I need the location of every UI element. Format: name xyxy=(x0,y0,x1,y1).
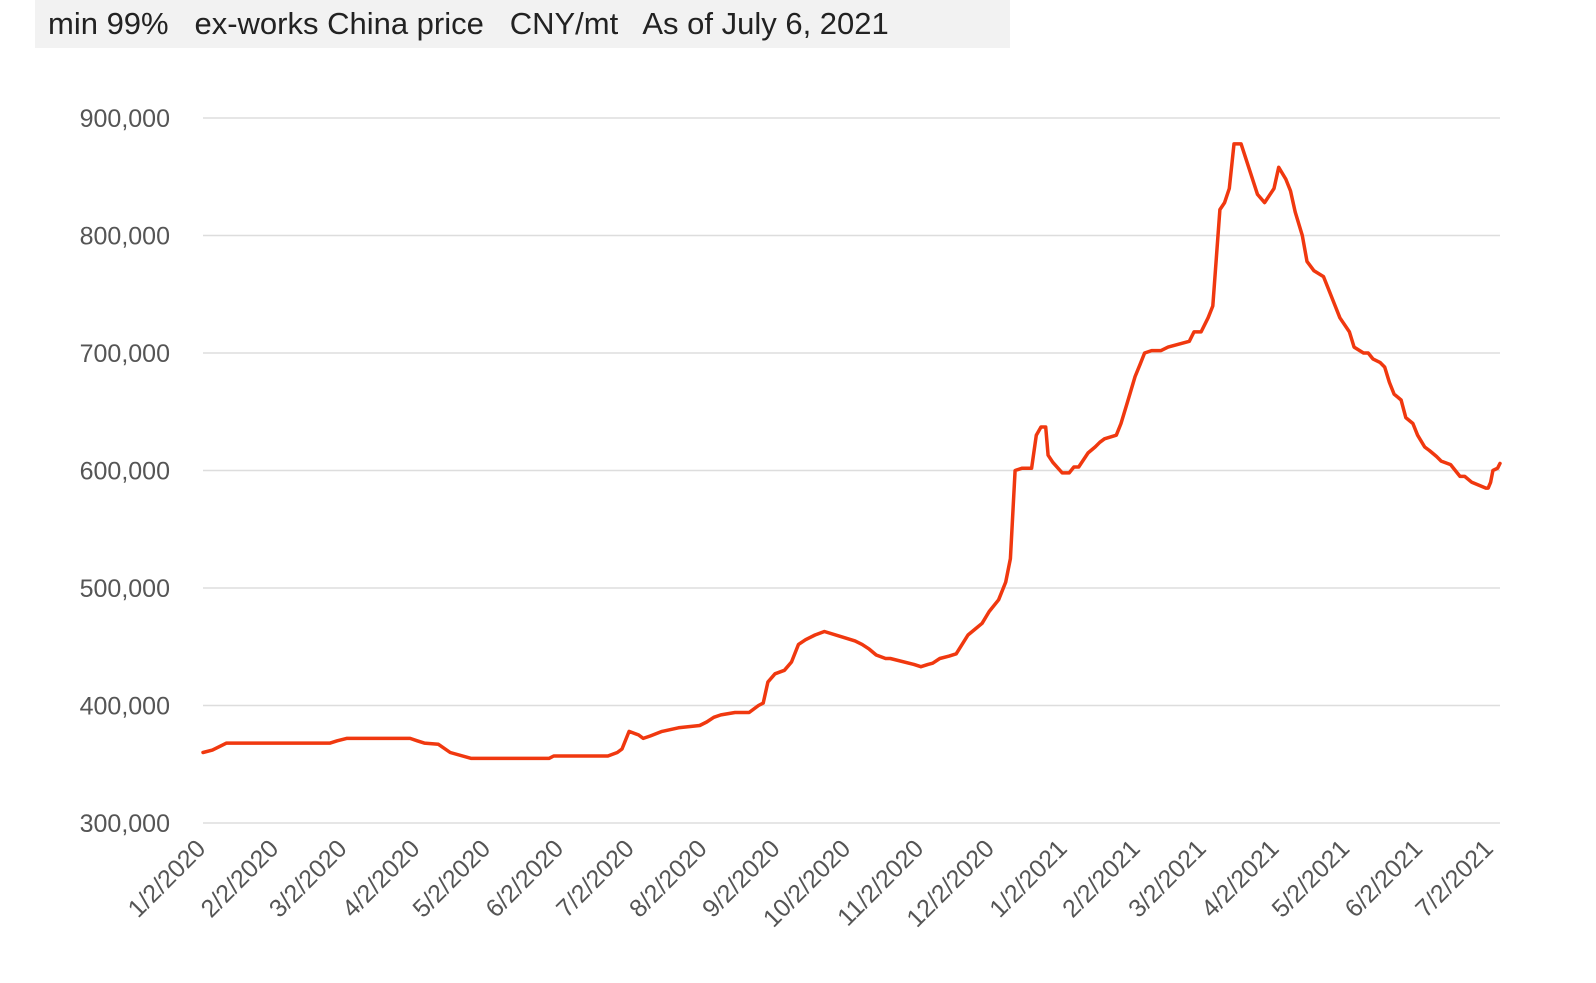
x-tick-label: 1/2/2020 xyxy=(123,834,212,923)
y-tick-label: 300,000 xyxy=(80,810,170,838)
chart-subtitle-box: min 99% ex-works China price CNY/mt As o… xyxy=(35,0,1010,48)
chart-subtitle: min 99% ex-works China price CNY/mt As o… xyxy=(48,6,889,41)
x-tick-label: 4/2/2021 xyxy=(1196,834,1285,923)
y-tick-label: 400,000 xyxy=(80,693,170,721)
y-tick-label: 500,000 xyxy=(80,575,170,603)
x-tick-label: 6/2/2020 xyxy=(480,834,569,923)
price-series-line xyxy=(201,142,1502,761)
y-tick-label: 600,000 xyxy=(80,458,170,486)
x-tick-label: 8/2/2020 xyxy=(624,834,713,923)
y-tick-label: 800,000 xyxy=(80,223,170,251)
x-tick-label: 5/2/2021 xyxy=(1267,834,1356,923)
x-tick-label: 4/2/2020 xyxy=(337,834,426,923)
x-tick-label: 7/2/2021 xyxy=(1410,834,1499,923)
x-tick-label: 6/2/2021 xyxy=(1340,834,1429,923)
y-tick-label: 900,000 xyxy=(80,105,170,133)
x-tick-label: 1/2/2021 xyxy=(984,834,1073,923)
x-tick-label: 7/2/2020 xyxy=(551,834,640,923)
x-tick-label: 5/2/2020 xyxy=(407,834,496,923)
y-tick-label: 700,000 xyxy=(80,340,170,368)
